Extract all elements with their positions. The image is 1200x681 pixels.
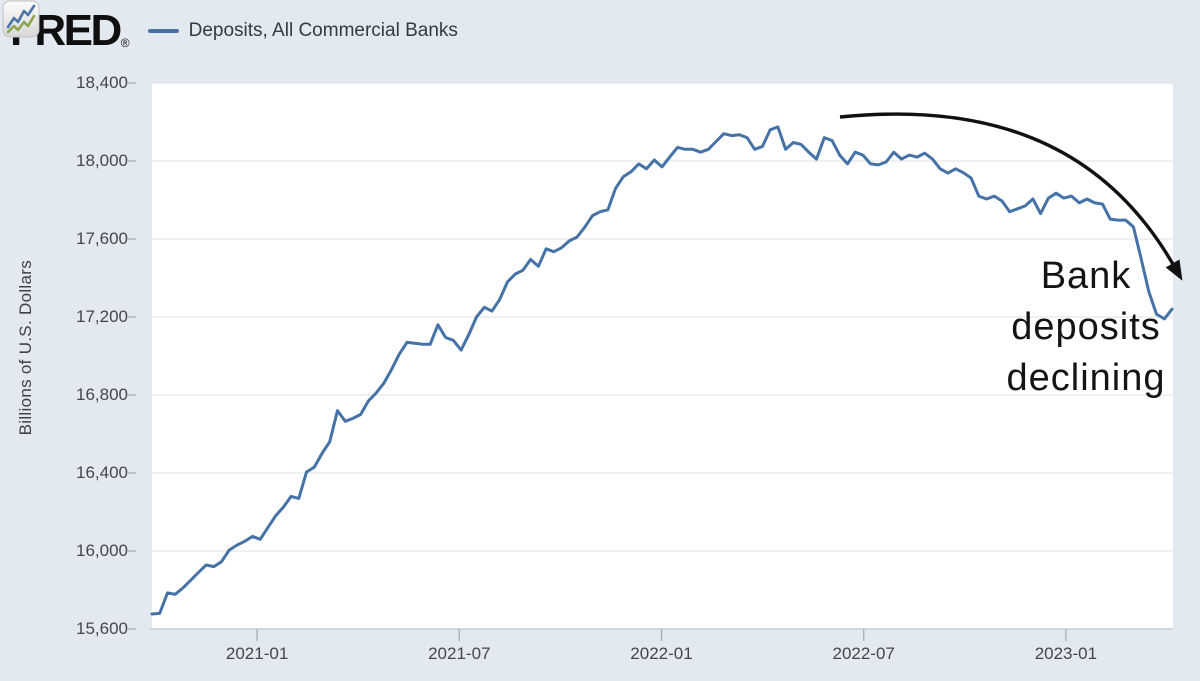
plot-area[interactable] [152, 83, 1173, 629]
annotation-line-3: declining [1006, 357, 1166, 399]
line-chart-icon [2, 0, 40, 38]
legend-item-deposits[interactable]: Deposits, All Commercial Banks [147, 20, 458, 42]
y-axis-tick-label: 17,200 [76, 307, 128, 326]
y-axis-tick-label: 16,400 [76, 463, 128, 482]
annotation-arrow [839, 112, 1183, 281]
x-axis-tick-label: 2021-01 [225, 644, 289, 663]
x-axis-tick-label: 2021-07 [428, 644, 491, 663]
legend-line-swatch [147, 29, 179, 33]
deposits-series-line[interactable] [150, 125, 1174, 616]
chart-header: FRED ® Deposits, All Commercial Banks [0, 0, 1200, 62]
x-axis-tick-label: 2022-07 [832, 644, 895, 663]
y-axis-tick-label: 16,000 [76, 541, 128, 560]
y-axis-tick-label: 18,000 [76, 151, 128, 170]
x-axis-tick-label: 2022-01 [630, 644, 693, 663]
registered-trademark: ® [120, 36, 130, 50]
y-axis-tick-label: 17,600 [76, 229, 128, 248]
annotation-line-2: deposits [1011, 306, 1161, 348]
legend-label: Deposits, All Commercial Banks [188, 20, 458, 41]
x-axis-tick-label: 2023-01 [1034, 644, 1098, 663]
y-axis-tick-label: 18,400 [76, 73, 128, 92]
annotation-text: Bank deposits declining [980, 251, 1192, 404]
annotation-line-1: Bank [1040, 255, 1132, 297]
y-axis-tick-label: 15,600 [76, 619, 128, 638]
y-axis-title: Billions of U.S. Dollars [16, 260, 35, 436]
y-axis-tick-label: 16,800 [76, 385, 128, 404]
